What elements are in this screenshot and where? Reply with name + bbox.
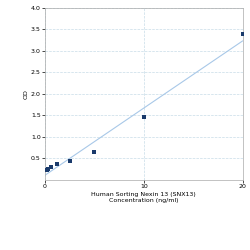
X-axis label: Human Sorting Nexin 13 (SNX13)
Concentration (ng/ml): Human Sorting Nexin 13 (SNX13) Concentra… — [92, 192, 196, 203]
Y-axis label: OD: OD — [23, 89, 28, 99]
